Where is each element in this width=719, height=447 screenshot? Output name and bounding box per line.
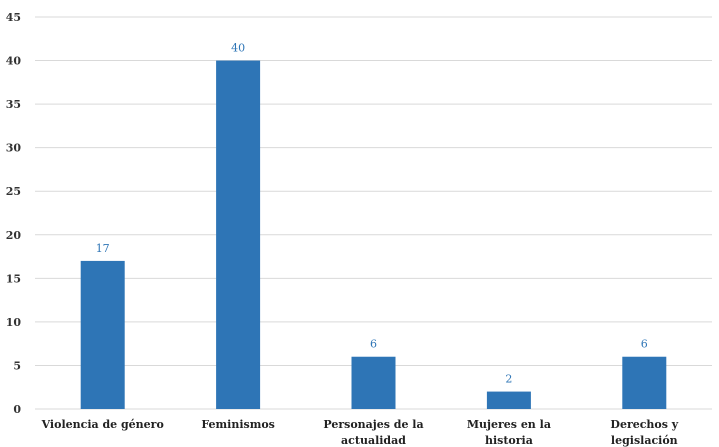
y-tick-label: 35 [6,98,21,111]
y-tick-label: 0 [13,403,21,416]
bar [622,356,667,409]
data-label: 2 [505,373,512,386]
bar [80,260,125,409]
y-tick-label: 10 [6,316,22,329]
data-label: 17 [96,242,110,255]
data-label: 6 [641,338,648,351]
y-tick-label: 25 [6,185,21,198]
bars [80,60,667,410]
y-axis-tick-labels: 0 5 10 15 20 25 30 35 40 45 [6,11,22,416]
bar [216,60,261,410]
data-label: 40 [231,42,245,55]
bar [351,356,396,409]
y-tick-label: 40 [6,55,22,68]
y-tick-label: 20 [6,229,22,242]
y-tick-label: 45 [6,11,21,24]
y-tick-label: 5 [13,359,21,372]
gridlines [35,16,712,410]
x-tick-label: Feminismos [201,418,275,431]
data-label: 6 [370,338,377,351]
x-tick-label: Personajes de la actualidad [323,418,423,447]
x-tick-label: Derechos y legislación [610,418,678,447]
y-tick-label: 30 [6,142,22,155]
x-axis-tick-labels: Violencia de género Feminismos Personajes … [41,418,679,447]
bar [486,391,531,409]
y-tick-label: 15 [6,272,21,285]
x-tick-label: Mujeres en la historia [467,418,551,447]
x-tick-label: Violencia de género [41,418,164,431]
data-labels: 17 40 6 2 6 [96,42,648,386]
